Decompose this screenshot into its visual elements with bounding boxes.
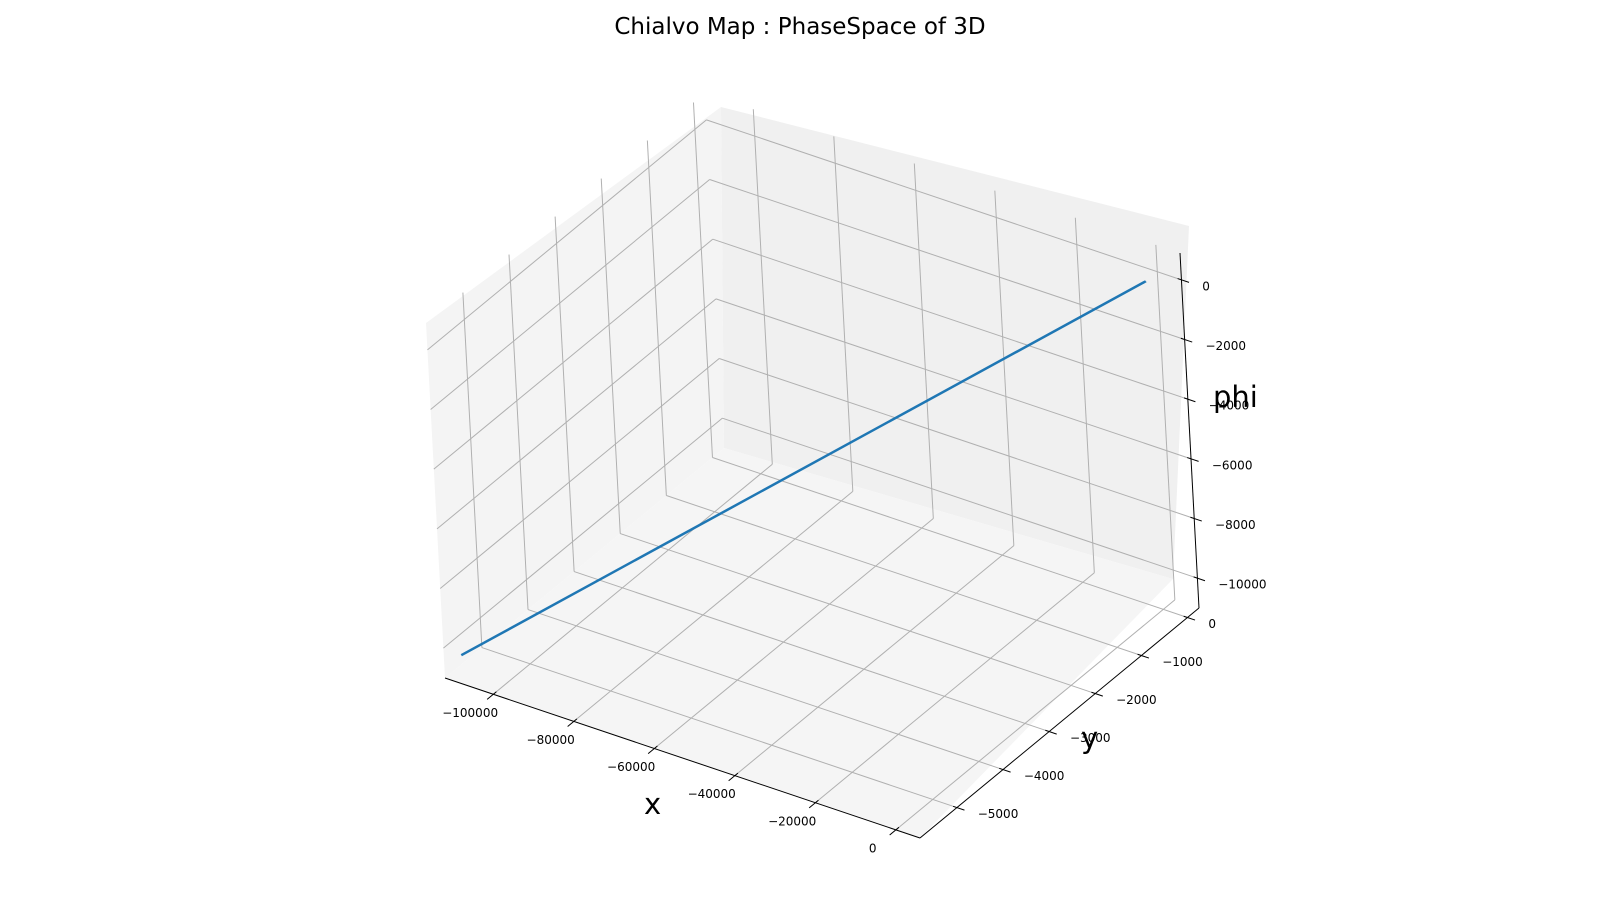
z-tick-label: −4000 <box>1209 399 1250 413</box>
x-grid-line-floor <box>654 518 934 749</box>
y-tick-mark <box>952 805 965 811</box>
y-grid-line-left <box>600 178 621 534</box>
z-tick-mark <box>1177 278 1190 283</box>
series-layer <box>460 280 1147 657</box>
z-axis-line <box>1179 252 1200 609</box>
y-grid-line-floor <box>666 495 1142 656</box>
y-grid-line-left <box>692 102 713 458</box>
tick-labels: −100000−80000−60000−40000−2000000−1000−2… <box>442 279 1266 855</box>
x-tick-label: −20000 <box>768 814 816 828</box>
z-grid-line-left <box>427 119 707 351</box>
y-tick-label: −2000 <box>1116 693 1157 707</box>
x-grid-line-floor <box>492 463 773 695</box>
x-tick-label: −60000 <box>607 760 655 774</box>
z-grid-line-back <box>706 119 1182 281</box>
z-grid-line-left <box>443 417 723 649</box>
z-tick-label: −6000 <box>1212 458 1253 472</box>
y-grid-line-left <box>554 216 575 572</box>
y-tick-mark <box>1183 615 1196 621</box>
x-grid-line-back <box>752 109 773 465</box>
y-tick-label: −4000 <box>1024 769 1065 783</box>
x-grid-line-back <box>833 136 854 492</box>
x-grid-line-floor <box>815 572 1095 804</box>
y-tick-label: 0 <box>1208 617 1216 631</box>
grid-lines <box>427 102 1198 831</box>
z-tick-mark <box>1183 397 1196 403</box>
z-grid-line-back <box>715 298 1192 460</box>
x-tick-mark <box>647 745 658 754</box>
z-grid-line-back <box>719 358 1195 519</box>
x-grid-line-floor <box>734 545 1015 777</box>
z-tick-mark <box>1193 576 1206 582</box>
z-grid-line-left <box>430 179 710 410</box>
x-tick-mark <box>889 826 900 836</box>
y-tick-mark <box>1137 653 1150 659</box>
left-pane <box>426 107 724 678</box>
x-axis-line <box>444 677 921 839</box>
z-tick-label: −2000 <box>1205 339 1246 353</box>
series-line <box>460 280 1147 657</box>
chart-title: Chialvo Map : PhaseSpace of 3D <box>614 14 985 40</box>
y-grid-line-floor <box>620 533 1096 695</box>
x-grid-line-floor <box>573 491 854 722</box>
x-grid-line-floor <box>895 599 1176 831</box>
z-grid-line-left <box>439 358 720 589</box>
x-grid-line-back <box>913 163 934 519</box>
y-grid-line-floor <box>527 609 1004 771</box>
back-pane <box>721 107 1189 579</box>
z-grid-line-left <box>433 238 714 470</box>
z-grid-line-back <box>709 179 1185 340</box>
y-grid-line-floor <box>481 647 958 809</box>
y-grid-line-left <box>462 292 483 648</box>
y-grid-line-floor <box>573 571 1050 733</box>
z-tick-mark <box>1190 516 1202 522</box>
x-tick-mark <box>808 799 819 809</box>
y-grid-line-left <box>646 140 667 496</box>
y-tick-label: −5000 <box>978 807 1019 821</box>
x-grid-line-back <box>1074 217 1095 573</box>
x-tick-mark <box>728 772 739 782</box>
x-grid-line-back <box>994 190 1015 546</box>
y-tick-label: −3000 <box>1070 731 1111 745</box>
x-grid-line-back <box>1155 244 1176 600</box>
y-tick-mark <box>1045 729 1057 735</box>
z-grid-line-left <box>436 298 717 530</box>
x-tick-label: −40000 <box>688 787 736 801</box>
x-tick-label: −80000 <box>527 733 575 747</box>
x-tick-label: 0 <box>869 841 877 855</box>
y-grid-line-floor <box>712 457 1188 618</box>
z-grid-line-back <box>712 238 1188 400</box>
z-tick-label: −8000 <box>1215 518 1256 532</box>
y-axis-label: y <box>1081 721 1098 755</box>
y-tick-mark <box>1091 691 1103 697</box>
axes <box>444 252 1206 839</box>
x-tick-label: −100000 <box>442 706 498 720</box>
z-tick-mark <box>1187 457 1199 462</box>
z-axis-label: phi <box>1213 380 1258 414</box>
x-tick-mark <box>567 718 578 727</box>
z-tick-mark <box>1180 337 1193 343</box>
y-grid-line-left <box>508 254 529 610</box>
y-tick-label: −1000 <box>1162 655 1203 669</box>
y-axis-line <box>919 607 1200 839</box>
z-tick-label: −10000 <box>1218 578 1266 592</box>
floor-pane <box>445 448 1173 838</box>
x-axis-label: x <box>644 787 661 821</box>
y-tick-mark <box>999 767 1011 773</box>
z-tick-label: 0 <box>1202 279 1210 293</box>
z-grid-line-back <box>722 417 1198 579</box>
x-tick-mark <box>486 691 497 700</box>
